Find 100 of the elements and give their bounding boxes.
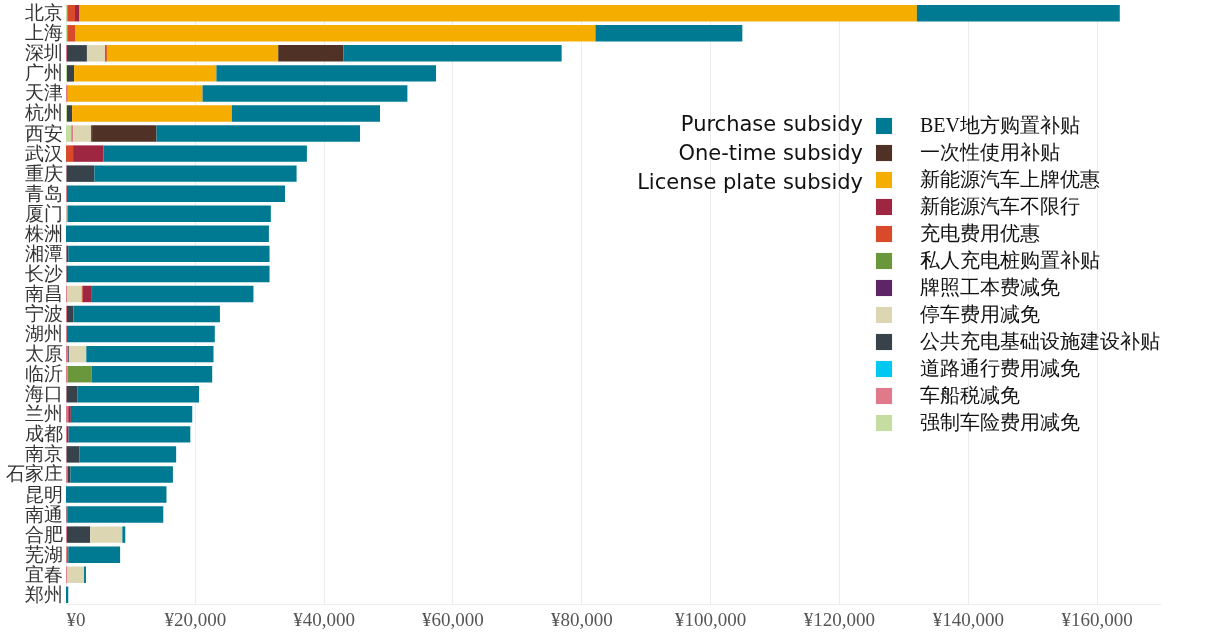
x-tick-label: ¥20,000 — [164, 608, 227, 630]
bar — [66, 65, 75, 82]
legend-label: 新能源汽车不限行 — [920, 195, 1080, 217]
annotation: Purchase subsidy — [679, 111, 863, 138]
bar — [91, 365, 213, 383]
bar — [595, 25, 743, 42]
bar — [82, 285, 92, 303]
bar — [916, 5, 1120, 22]
y-tick-label: 南京 — [24, 443, 63, 465]
bar — [92, 125, 157, 142]
x-tick-label: ¥60,000 — [422, 608, 484, 630]
y-tick-label: 宁波 — [24, 303, 63, 325]
bar — [77, 386, 200, 403]
legend-label: BEV地方购置补贴 — [920, 114, 1080, 136]
bar — [94, 165, 297, 182]
bar — [68, 426, 191, 443]
bar — [67, 5, 76, 22]
y-tick-label: 郑州 — [24, 583, 63, 605]
bar — [66, 105, 73, 122]
bar — [79, 446, 177, 463]
bar — [66, 446, 80, 463]
y-tick-label: 昆明 — [24, 483, 63, 505]
y-tick-label: 合肥 — [24, 523, 63, 545]
y-tick-label: 临沂 — [24, 363, 63, 385]
legend-label: 车船税减免 — [920, 384, 1020, 406]
bar — [231, 105, 381, 122]
bar — [278, 45, 344, 62]
bar — [216, 65, 437, 82]
y-tick-label: 南通 — [24, 503, 63, 525]
bar — [66, 45, 87, 62]
y-tick-label: 深圳 — [24, 42, 63, 64]
bar — [66, 566, 85, 583]
bar — [67, 85, 203, 102]
y-tick-label: 海口 — [24, 383, 63, 405]
y-tick-label: 宜春 — [24, 563, 63, 585]
bar — [86, 45, 105, 62]
x-tick-label: ¥160,000 — [1061, 608, 1133, 630]
bar — [66, 486, 167, 503]
bar — [73, 305, 220, 323]
annotation: License plate subsidy — [637, 169, 863, 196]
bar — [72, 105, 232, 122]
y-tick-label: 上海 — [24, 22, 63, 44]
y-tick-label: 南昌 — [24, 282, 63, 304]
y-tick-label: 长沙 — [24, 262, 63, 284]
bar — [90, 526, 123, 543]
bar — [66, 225, 269, 243]
bar — [86, 345, 214, 363]
y-tick-label: 武汉 — [24, 142, 63, 164]
legend-label: 公共充电基础设施建设补贴 — [920, 330, 1160, 352]
bar — [343, 45, 562, 62]
legend-label: 强制车险费用减免 — [920, 411, 1080, 433]
x-tick-label: ¥40,000 — [293, 608, 356, 630]
bar — [79, 5, 917, 22]
bar — [91, 285, 254, 303]
bar — [67, 205, 271, 222]
bar — [74, 65, 217, 82]
bar — [106, 45, 279, 62]
bar — [202, 85, 408, 102]
bar — [122, 526, 126, 543]
x-tick-label: ¥120,000 — [803, 608, 876, 630]
y-tick-label: 湘潭 — [24, 242, 63, 264]
y-tick-label: 湖州 — [24, 323, 63, 345]
bar — [70, 466, 173, 483]
bar — [66, 305, 74, 323]
bar — [67, 365, 92, 383]
bar — [69, 345, 87, 363]
legend-label: 新能源汽车上牌优惠 — [920, 168, 1100, 190]
y-tick-label: 厦门 — [24, 202, 63, 224]
y-tick-label: 芜湖 — [24, 543, 63, 565]
legend-label: 停车费用减免 — [920, 303, 1040, 325]
x-tick-label: ¥0 — [66, 608, 86, 630]
bar — [66, 165, 95, 182]
bar — [66, 325, 215, 343]
y-tick-label: 西安 — [24, 122, 63, 144]
y-tick-label: 太原 — [24, 343, 63, 365]
y-tick-label: 青岛 — [24, 182, 63, 204]
legend-label: 道路通行费用减免 — [920, 357, 1080, 379]
bar — [68, 245, 270, 263]
y-tick-label: 兰州 — [24, 403, 63, 425]
x-tick-label: ¥140,000 — [932, 608, 1004, 630]
bar — [75, 25, 596, 42]
legend-label: 牌照工本费减免 — [920, 276, 1060, 298]
bar — [66, 526, 91, 543]
bar — [68, 546, 121, 563]
legend-label: 一次性使用补贴 — [920, 141, 1060, 163]
bar — [66, 125, 72, 142]
annotation: One-time subsidy — [677, 140, 863, 167]
bar — [66, 386, 78, 403]
bar — [156, 125, 361, 142]
bar — [67, 25, 76, 42]
bar — [66, 185, 285, 202]
y-tick-label: 成都 — [24, 423, 63, 445]
legend-label: 私人充电桩购置补贴 — [920, 249, 1100, 271]
y-tick-label: 株洲 — [23, 222, 63, 244]
bar — [66, 285, 82, 303]
x-tick-label: ¥80,000 — [550, 608, 613, 630]
bar — [67, 265, 270, 283]
bar — [67, 506, 164, 523]
y-tick-label: 杭州 — [23, 102, 63, 124]
y-tick-label: 天津 — [24, 82, 63, 104]
